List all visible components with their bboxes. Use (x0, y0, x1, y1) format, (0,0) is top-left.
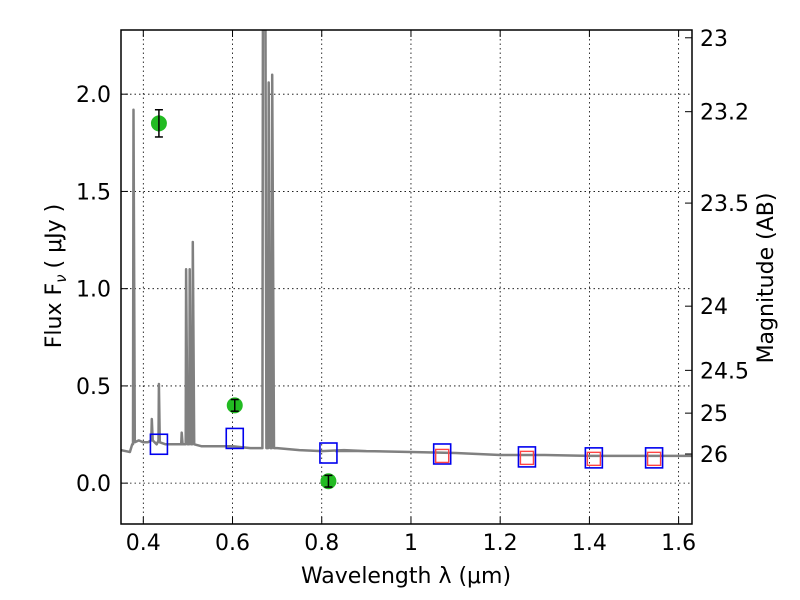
y-axis-label-right: Magnitude (AB) (754, 193, 779, 364)
model-band-flux-square (517, 446, 537, 468)
model-band-flux-square (149, 433, 169, 456)
mag-tick-label: 25 (700, 402, 728, 427)
axis-ticks: 0.4 0.6 0.8 1 1.2 1.4 1.6 0.0 0.5 1.0 1.5 2.0 23 23.2… (76, 27, 749, 556)
mag-tick-label: 23.2 (700, 101, 749, 126)
x-tick-label: 1 (404, 531, 418, 556)
x-tick-label: 0.6 (215, 531, 250, 556)
model-band-flux-square (584, 447, 604, 469)
upper-band-flux-square (434, 448, 450, 464)
x-tick-label: 0.8 (304, 531, 339, 556)
model-band-flux-square (319, 442, 338, 464)
model-band-flux-square (644, 447, 664, 469)
x-tick-label: 1.6 (661, 531, 696, 556)
mag-tick-label: 26 (700, 443, 728, 468)
upper-band-flux-square (586, 451, 602, 467)
x-axis-label: Wavelength λ (μm) (301, 564, 511, 589)
y-tick-label: 2.0 (76, 83, 111, 108)
y-axis-label-left-sub: ν (52, 274, 70, 282)
model-spectrum-line (121, 30, 692, 458)
y-tick-label: 0.0 (76, 472, 111, 497)
model-band-flux-square (225, 427, 245, 450)
upper-band-flux-square (519, 450, 535, 466)
y-tick-label: 1.0 (76, 278, 111, 303)
model-band-flux-square (432, 443, 452, 465)
y-axis-label-left: Flux Fν ( μJy ) (42, 204, 70, 348)
plot-frame (120, 29, 693, 525)
y-axis-label-left-flux: Flux F (42, 283, 67, 348)
mag-tick-label: 24 (700, 295, 728, 320)
upper-band-flux-square (646, 451, 662, 467)
x-tick-label: 1.4 (572, 531, 607, 556)
x-tick-label: 1.2 (483, 531, 518, 556)
mag-tick-label: 24.5 (700, 359, 749, 384)
x-tick-label: 0.4 (126, 531, 161, 556)
plot-content (121, 30, 692, 490)
y-axis-label-left-unit: ( μJy ) (42, 204, 67, 269)
y-tick-label: 1.5 (76, 180, 111, 205)
y-tick-label: 0.5 (76, 375, 111, 400)
mag-tick-label: 23 (700, 27, 728, 52)
grid-lines (121, 30, 692, 524)
mag-tick-label: 23.5 (700, 192, 749, 217)
